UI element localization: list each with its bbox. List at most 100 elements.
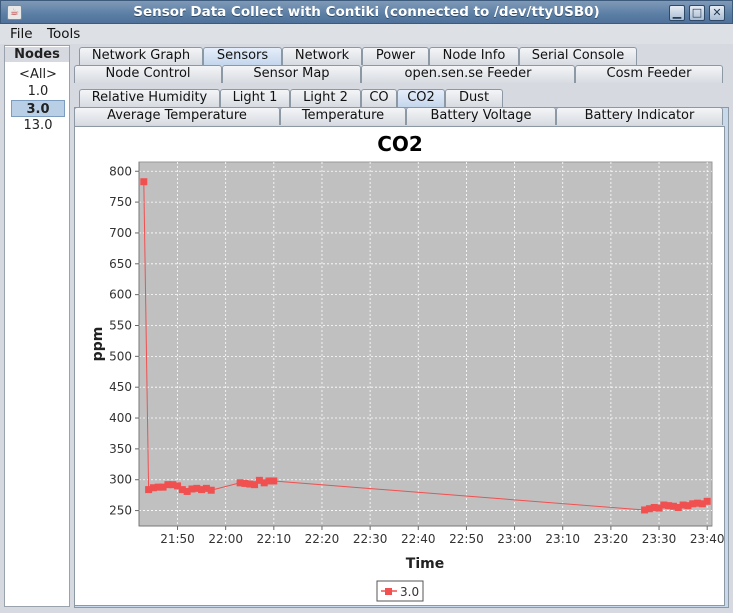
x-tick-label: 23:10	[545, 532, 580, 546]
legend-box	[376, 580, 424, 602]
x-tick-label: 23:40	[690, 532, 724, 546]
legend-label: 3.0	[400, 585, 419, 599]
plot-area	[138, 161, 713, 527]
x-tick-label: 23:30	[642, 532, 677, 546]
data-point	[669, 502, 677, 510]
tab-open-sen-se-feeder[interactable]: open.sen.se Feeder	[361, 65, 575, 83]
x-tick-label: 21:50	[160, 532, 195, 546]
data-point	[164, 481, 172, 489]
main-tabs-panel: Network Graph Sensors Network Power Node…	[74, 45, 729, 608]
x-tick-label: 22:30	[353, 532, 388, 546]
data-point	[140, 178, 148, 186]
y-tick-label: 750	[109, 195, 132, 209]
tab-node-control[interactable]: Node Control	[74, 65, 222, 83]
data-point	[246, 480, 254, 488]
tab-light-1[interactable]: Light 1	[220, 89, 290, 107]
title-bar: ☕ Sensor Data Collect with Contiki (conn…	[0, 0, 733, 24]
data-point	[674, 503, 682, 511]
data-point	[260, 479, 268, 487]
data-point	[149, 484, 157, 492]
data-point	[207, 486, 215, 494]
y-tick-label: 500	[109, 349, 132, 363]
data-point	[178, 486, 186, 494]
data-point	[236, 479, 244, 487]
x-tick-label: 22:50	[449, 532, 484, 546]
maximize-icon[interactable]: □	[689, 5, 705, 21]
x-tick-label: 22:40	[401, 532, 436, 546]
y-tick-label: 600	[109, 288, 132, 302]
menu-tools[interactable]: Tools	[47, 26, 81, 42]
data-point	[154, 483, 162, 491]
y-tick-label: 350	[109, 442, 132, 456]
chart-legend: 3.0	[376, 580, 424, 602]
data-point	[251, 481, 259, 489]
tab-co[interactable]: CO	[361, 89, 397, 107]
data-point	[650, 503, 658, 511]
chart-panel: CO2 250 300 350 400 450 500 550 600 650 700 750 800…	[74, 126, 725, 606]
legend-marker	[385, 588, 392, 595]
grid-lines	[139, 162, 712, 526]
y-tick-label: 400	[109, 411, 132, 425]
node-item-1[interactable]: 1.0	[27, 84, 49, 99]
data-point	[645, 505, 653, 513]
y-tick-label: 300	[109, 473, 132, 487]
node-item-3[interactable]: 3.0	[11, 100, 65, 117]
tab-power[interactable]: Power	[362, 47, 429, 65]
data-point	[202, 484, 210, 492]
x-axis-label: Time	[406, 556, 444, 572]
tab-sensor-map[interactable]: Sensor Map	[222, 65, 361, 83]
tab-co2[interactable]: CO2	[397, 89, 445, 107]
y-axis-label: ppm	[90, 327, 106, 362]
tab-dust[interactable]: Dust	[445, 89, 503, 107]
data-point	[679, 501, 687, 509]
data-point	[655, 504, 663, 512]
y-axis: 250 300 350 400 450 500 550 600 650 700 750 800	[109, 162, 140, 526]
data-point	[174, 482, 182, 490]
tab-light-2[interactable]: Light 2	[290, 89, 361, 107]
tab-relative-humidity[interactable]: Relative Humidity	[79, 89, 220, 107]
nodes-title: Nodes	[5, 47, 69, 62]
menu-bar: File Tools	[0, 24, 733, 44]
data-point	[270, 477, 278, 485]
tab-battery-indicator[interactable]: Battery Indicator	[556, 107, 723, 125]
tab-network-graph[interactable]: Network Graph	[79, 47, 203, 65]
tab-serial-console[interactable]: Serial Console	[519, 47, 637, 65]
nodes-panel: Nodes <All> 1.0 3.0 13.0	[4, 45, 70, 607]
node-item-13[interactable]: 13.0	[23, 118, 53, 133]
co2-chart: CO2 250 300 350 400 450 500 550 600 650 700 750 800…	[90, 132, 724, 602]
tab-temperature[interactable]: Temperature	[280, 107, 406, 125]
tab-average-temperature[interactable]: Average Temperature	[74, 107, 280, 125]
menu-file[interactable]: File	[10, 26, 33, 42]
data-point	[703, 497, 711, 505]
close-icon[interactable]: ✕	[709, 5, 725, 21]
data-point	[169, 481, 177, 489]
x-tick-label: 23:20	[594, 532, 629, 546]
series-3-0	[140, 178, 711, 514]
data-point	[641, 506, 649, 514]
tab-battery-voltage[interactable]: Battery Voltage	[406, 107, 556, 125]
y-tick-label: 800	[109, 164, 132, 178]
data-point	[665, 502, 673, 510]
data-point	[255, 476, 263, 484]
node-item-all[interactable]: <All>	[19, 67, 57, 82]
tab-sensors[interactable]: Sensors	[203, 47, 282, 65]
window-title: Sensor Data Collect with Contiki (connec…	[133, 4, 600, 20]
data-point	[188, 485, 196, 493]
y-tick-label: 650	[109, 257, 132, 271]
x-tick-label: 22:20	[305, 532, 340, 546]
data-point	[193, 484, 201, 492]
data-point	[689, 500, 697, 508]
data-point	[241, 479, 249, 487]
y-tick-label: 700	[109, 226, 132, 240]
tab-node-info[interactable]: Node Info	[429, 47, 519, 65]
x-axis: 21:50 22:00 22:10 22:20 22:30 22:40 22:50 23:00…	[139, 525, 724, 546]
x-tick-label: 22:00	[208, 532, 243, 546]
y-tick-label: 450	[109, 380, 132, 394]
x-tick-label: 22:10	[257, 532, 292, 546]
java-icon: ☕	[7, 5, 22, 20]
data-point	[198, 486, 206, 494]
y-tick-label: 550	[109, 318, 132, 332]
minimize-icon[interactable]: ▁	[669, 5, 685, 21]
tab-cosm-feeder[interactable]: Cosm Feeder	[575, 65, 723, 83]
tab-network[interactable]: Network	[282, 47, 362, 65]
